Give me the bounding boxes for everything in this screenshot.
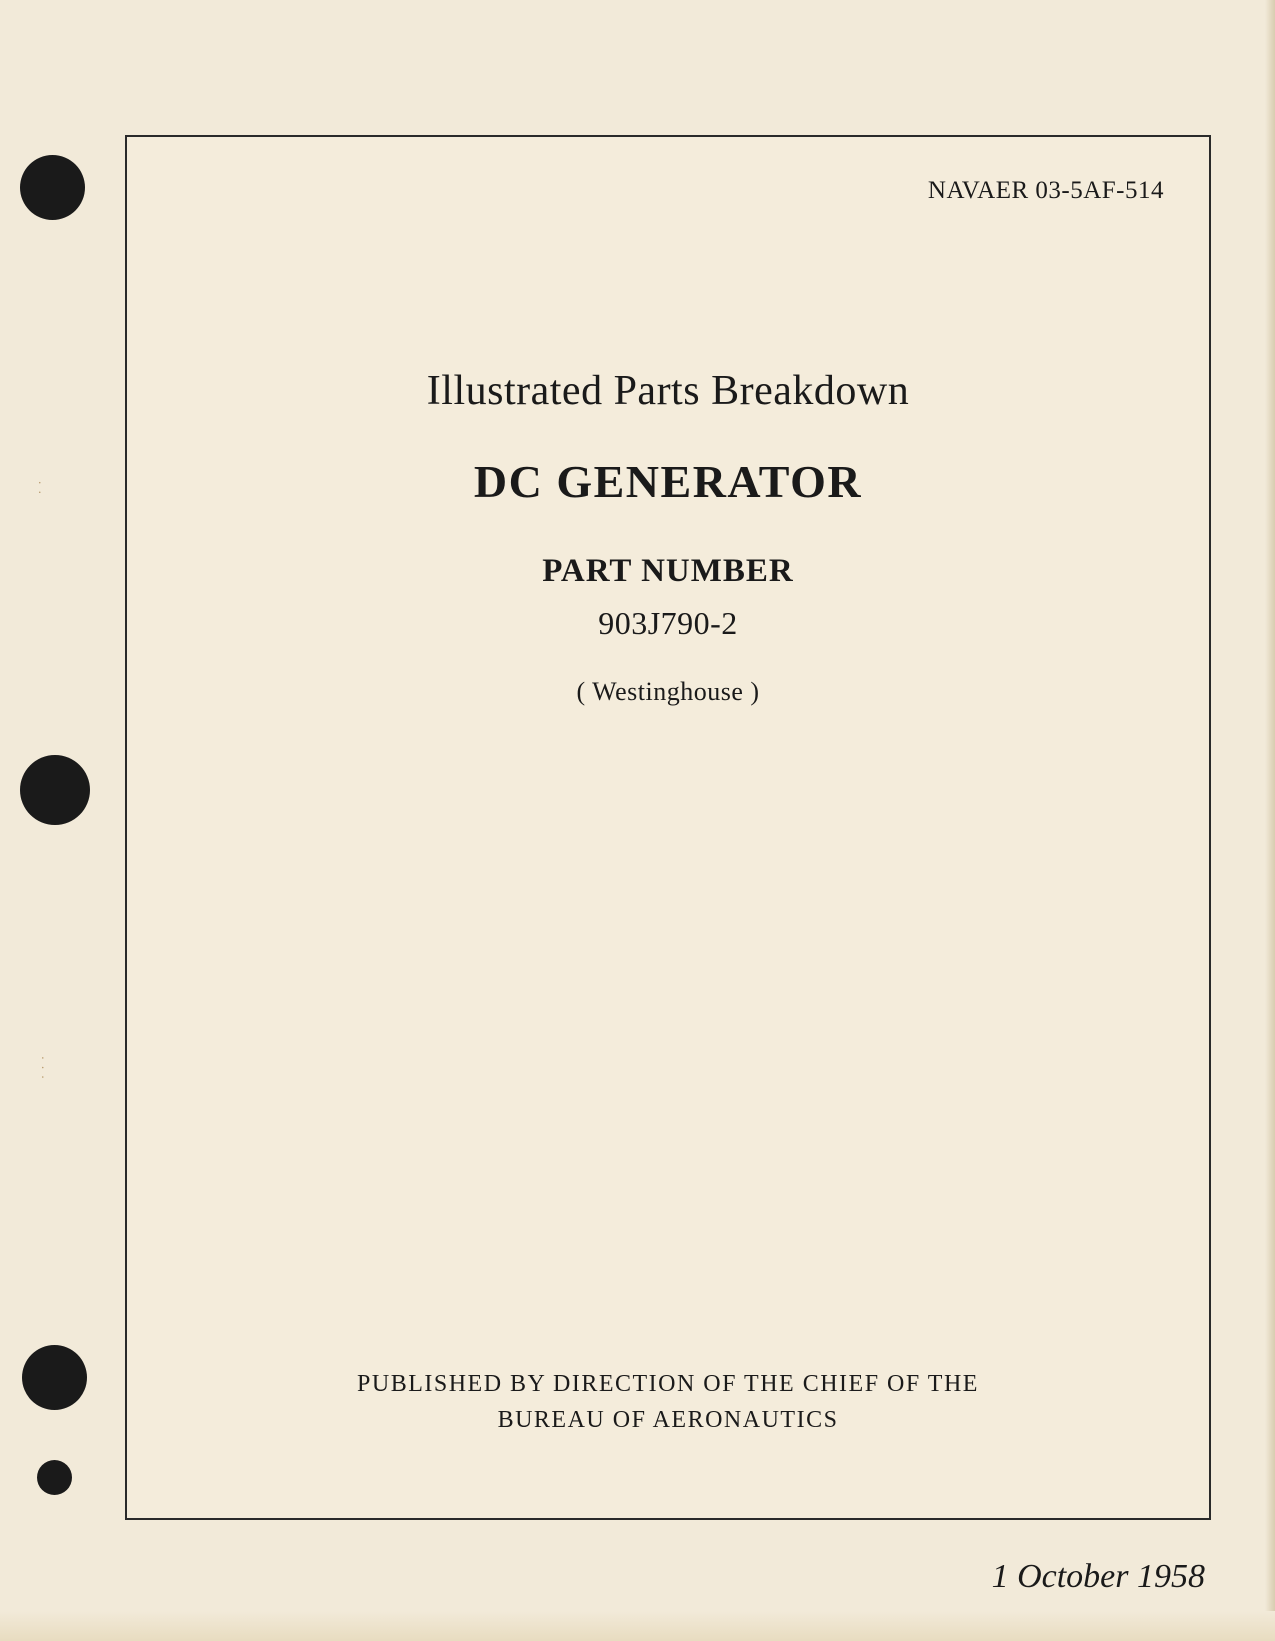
- publisher-line-2: BUREAU OF AERONAUTICS: [127, 1402, 1209, 1438]
- page-right-edge: [1265, 0, 1275, 1641]
- page-artifact-1: · ·: [31, 481, 47, 496]
- punch-hole-4: [37, 1460, 72, 1495]
- part-number-label: PART NUMBER: [127, 553, 1209, 590]
- document-number: NAVAER 03-5AF-514: [928, 177, 1164, 205]
- punch-hole-2: [20, 755, 90, 825]
- document-page: · · · · · NAVAER 03-5AF-514 Illustrated …: [0, 0, 1275, 1641]
- manufacturer: ( Westinghouse ): [127, 677, 1209, 707]
- punch-hole-1: [20, 155, 85, 220]
- publication-date: 1 October 1958: [992, 1558, 1205, 1596]
- publisher-block: PUBLISHED BY DIRECTION OF THE CHIEF OF T…: [127, 1366, 1209, 1438]
- title-block: Illustrated Parts Breakdown DC GENERATOR…: [127, 367, 1209, 707]
- content-frame: NAVAER 03-5AF-514 Illustrated Parts Brea…: [125, 135, 1211, 1520]
- part-number-value: 903J790-2: [127, 605, 1209, 642]
- title-main: DC GENERATOR: [127, 455, 1209, 508]
- publisher-line-1: PUBLISHED BY DIRECTION OF THE CHIEF OF T…: [127, 1366, 1209, 1402]
- page-artifact-2: · · ·: [34, 1056, 50, 1081]
- title-subtitle: Illustrated Parts Breakdown: [127, 367, 1209, 415]
- page-bottom-edge: [0, 1611, 1275, 1641]
- punch-hole-3: [22, 1345, 87, 1410]
